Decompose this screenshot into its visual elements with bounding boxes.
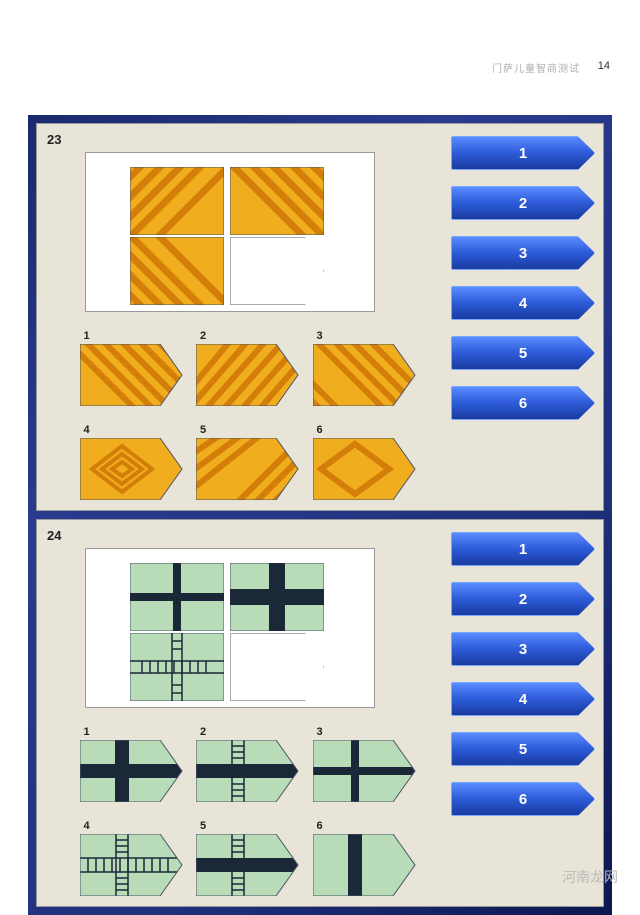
option-label: 6 (317, 424, 323, 436)
question-number: 23 (47, 132, 61, 147)
answer-column-23: 1 2 3 4 5 6 (451, 136, 595, 500)
option-label: 1 (84, 330, 90, 342)
option-4[interactable]: 4 (80, 820, 170, 896)
option-label: 3 (317, 330, 323, 342)
option-3[interactable]: 3 (313, 330, 403, 406)
answer-button-6[interactable]: 6 (451, 386, 595, 420)
problem-tile-tl (130, 167, 224, 235)
option-label: 2 (200, 330, 206, 342)
option-6[interactable]: 6 (313, 820, 403, 896)
options-row-1: 1 2 3 (45, 330, 437, 406)
option-2[interactable]: 2 (196, 726, 286, 802)
question-left-area: 1 2 3 4 5 (45, 134, 437, 500)
answer-button-3[interactable]: 3 (451, 236, 595, 270)
option-label: 1 (84, 726, 90, 738)
option-label: 5 (200, 424, 206, 436)
option-label: 6 (317, 820, 323, 832)
options-row-2: 4 5 6 (45, 820, 437, 896)
problem-box-23 (85, 152, 375, 312)
question-panel-24: 24 1 2 (36, 519, 604, 907)
option-label: 4 (84, 424, 90, 436)
option-1[interactable]: 1 (80, 330, 170, 406)
answer-button-1[interactable]: 1 (451, 532, 595, 566)
answer-button-4[interactable]: 4 (451, 286, 595, 320)
problem-tile-tr (230, 167, 324, 235)
option-5[interactable]: 5 (196, 424, 286, 500)
option-3[interactable]: 3 (313, 726, 403, 802)
page-number: 14 (598, 60, 610, 72)
options-row-1: 1 2 3 (45, 726, 437, 802)
option-label: 4 (84, 820, 90, 832)
answer-button-5[interactable]: 5 (451, 732, 595, 766)
option-6[interactable]: 6 (313, 424, 403, 500)
answer-button-4[interactable]: 4 (451, 682, 595, 716)
answer-button-5[interactable]: 5 (451, 336, 595, 370)
problem-box-24 (85, 548, 375, 708)
question-left-area: 1 2 3 4 5 (45, 530, 437, 896)
option-label: 2 (200, 726, 206, 738)
question-panel-23: 23 1 2 (36, 123, 604, 511)
option-2[interactable]: 2 (196, 330, 286, 406)
options-row-2: 4 5 6 (45, 424, 437, 500)
answer-button-2[interactable]: 2 (451, 582, 595, 616)
watermark: 河南龙网 (562, 867, 618, 887)
problem-tile-blank (230, 633, 324, 701)
answer-button-3[interactable]: 3 (451, 632, 595, 666)
option-label: 5 (200, 820, 206, 832)
problem-tile-tr (230, 563, 324, 631)
header-title: 门萨儿童智商测试 (492, 60, 580, 75)
option-5[interactable]: 5 (196, 820, 286, 896)
problem-tile-tl (130, 563, 224, 631)
main-container: 23 1 2 (28, 115, 612, 915)
answer-button-2[interactable]: 2 (451, 186, 595, 220)
answer-button-1[interactable]: 1 (451, 136, 595, 170)
answer-button-6[interactable]: 6 (451, 782, 595, 816)
question-number: 24 (47, 528, 61, 543)
problem-tile-bl (130, 633, 224, 701)
option-label: 3 (317, 726, 323, 738)
option-1[interactable]: 1 (80, 726, 170, 802)
answer-column-24: 1 2 3 4 5 6 (451, 532, 595, 896)
problem-tile-bl (130, 237, 224, 305)
problem-tile-blank (230, 237, 324, 305)
option-4[interactable]: 4 (80, 424, 170, 500)
